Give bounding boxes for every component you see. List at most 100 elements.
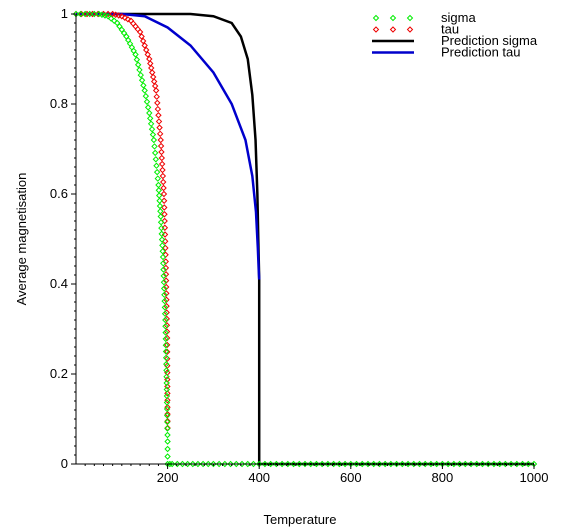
data-point (110, 17, 118, 24)
y-tick-label-4: 0.8 (50, 96, 68, 111)
data-point (153, 93, 160, 100)
data-point (364, 460, 372, 468)
data-point (152, 156, 160, 163)
data-point (161, 211, 168, 218)
x-tick-label-2: 600 (340, 470, 362, 485)
x-tick-label-3: 800 (432, 470, 454, 485)
data-point (160, 184, 167, 192)
legend-label: Prediction tau (441, 45, 521, 60)
data-point (147, 120, 155, 128)
data-point (376, 460, 383, 468)
data-point (164, 404, 171, 411)
data-point (162, 341, 170, 349)
data-point (137, 71, 144, 79)
data-point (164, 425, 171, 432)
data-point (150, 78, 158, 85)
data-point (284, 460, 292, 468)
data-point (155, 187, 163, 194)
data-point (163, 386, 170, 393)
series-sigma (72, 10, 538, 468)
legend-item-0: sigma (372, 10, 476, 25)
data-point (290, 460, 297, 468)
data-point (507, 460, 515, 468)
data-point (157, 213, 164, 220)
data-point (359, 460, 366, 468)
data-point (164, 418, 171, 426)
data-point (139, 37, 147, 45)
data-point (161, 297, 168, 305)
data-point (404, 460, 412, 468)
data-point (168, 460, 176, 468)
data-point (433, 460, 440, 468)
data-point (301, 460, 309, 468)
legend-marker (406, 14, 414, 22)
data-point (156, 124, 163, 131)
data-point (160, 260, 167, 267)
data-point (210, 460, 217, 468)
data-point (163, 373, 170, 380)
data-point (149, 73, 157, 81)
data-point (157, 136, 164, 144)
data-point (160, 266, 167, 273)
data-point (124, 16, 132, 23)
data-point (157, 142, 165, 150)
data-point (151, 149, 159, 157)
data-point (164, 445, 171, 453)
data-point (134, 25, 142, 33)
data-point (164, 390, 171, 397)
data-point (341, 460, 349, 468)
data-point (410, 460, 417, 468)
data-point (149, 131, 157, 138)
data-point (227, 460, 234, 468)
data-point (462, 460, 469, 468)
legend-label: Prediction sigma (441, 33, 538, 48)
data-point (490, 460, 498, 468)
series-prediction-sigma (76, 12, 534, 466)
data-point (399, 460, 406, 468)
data-point (160, 272, 167, 280)
y-tick-label-3: 0.6 (50, 186, 68, 201)
data-point (158, 236, 166, 243)
data-point (141, 87, 148, 94)
data-point (416, 460, 423, 468)
data-point (155, 181, 162, 189)
data-point (244, 460, 251, 468)
data-point (162, 335, 169, 343)
data-point (158, 224, 165, 232)
data-point (189, 460, 196, 468)
data-point (162, 348, 170, 355)
data-point (324, 460, 332, 468)
data-point (162, 258, 169, 265)
data-point (164, 348, 171, 356)
data-point (162, 316, 169, 324)
data-point (370, 460, 377, 468)
y-tick-label-2: 0.4 (50, 276, 68, 291)
y-tick-label-5: 1 (61, 6, 68, 21)
data-point (160, 178, 167, 186)
data-point (164, 438, 171, 445)
data-point (138, 33, 145, 40)
data-point (163, 392, 171, 400)
data-point (158, 148, 165, 156)
legend-marker (372, 14, 380, 22)
data-point (221, 460, 229, 468)
data-point (444, 460, 452, 468)
data-point (484, 460, 492, 468)
data-point (161, 204, 168, 211)
x-ticks: 200 400 600 800 1000 (84, 464, 548, 485)
data-point (104, 10, 112, 18)
data-point (513, 460, 521, 468)
data-point (163, 341, 171, 349)
data-point (162, 354, 170, 362)
data-point (143, 46, 150, 54)
plot-area (72, 10, 538, 468)
data-point (422, 460, 429, 468)
data-point (140, 82, 147, 89)
data-point (162, 323, 169, 330)
data-point (163, 379, 170, 387)
data-point (267, 460, 274, 468)
data-point (215, 460, 223, 468)
data-point (194, 460, 202, 468)
